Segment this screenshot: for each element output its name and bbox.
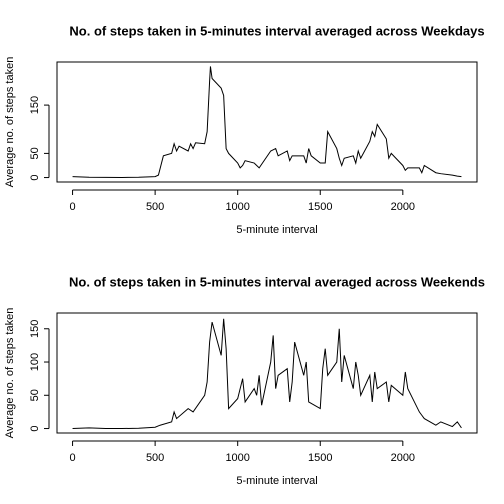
y-tick-label: 150	[29, 320, 41, 338]
chart-title: No. of steps taken in 5-minutes interval…	[69, 23, 484, 38]
x-tick-label: 0	[69, 452, 75, 464]
x-tick-label: 1500	[308, 452, 332, 464]
x-tick-label: 500	[146, 201, 164, 213]
x-axis-label: 5-minute interval	[236, 475, 317, 487]
plot-box	[56, 312, 478, 434]
x-tick-label: 0	[69, 201, 75, 213]
y-tick-label: 50	[29, 389, 41, 401]
y-axis-label: Average no. of steps taken	[4, 308, 16, 439]
y-tick-label: 100	[29, 353, 41, 371]
x-tick-label: 1500	[308, 201, 332, 213]
x-tick-label: 2000	[391, 201, 415, 213]
x-tick-label: 1000	[225, 201, 249, 213]
x-axis-label: 5-minute interval	[236, 224, 317, 236]
x-tick-label: 2000	[391, 452, 415, 464]
y-tick-label: 50	[29, 147, 41, 159]
chart-title: No. of steps taken in 5-minutes interval…	[69, 274, 485, 289]
y-axis-label: Average no. of steps taken	[4, 57, 16, 188]
x-tick-label: 1000	[225, 452, 249, 464]
x-tick-label: 500	[146, 452, 164, 464]
y-tick-label: 150	[29, 96, 41, 114]
y-tick-label: 0	[29, 174, 41, 180]
y-tick-label: 0	[29, 425, 41, 431]
data-line	[72, 318, 462, 430]
data-line	[72, 66, 462, 178]
plot-box	[56, 61, 478, 183]
